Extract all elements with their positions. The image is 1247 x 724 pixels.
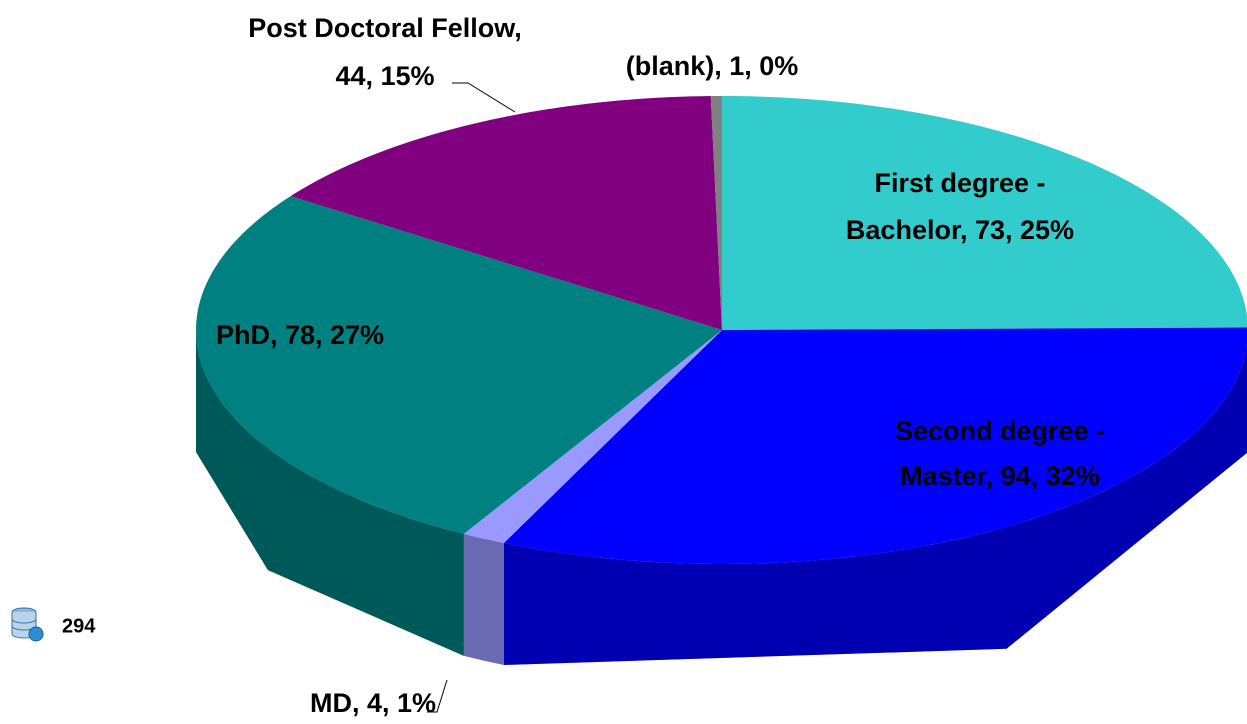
record-icon [11, 607, 44, 642]
pie-side [196, 330, 464, 656]
side-shade [503, 344, 1247, 665]
pie-slice [722, 96, 1247, 330]
data-label: Bachelor, 73, 25% [846, 215, 1074, 245]
data-label: MD, 4, 1% [310, 688, 436, 718]
data-label: Master, 94, 32% [900, 461, 1100, 491]
data-label: 44, 15% [335, 61, 434, 91]
leader-line [452, 82, 516, 113]
side-shade [196, 330, 464, 656]
pie-slice [196, 196, 722, 534]
pie-side [503, 344, 1247, 665]
pie-side [463, 533, 504, 665]
pie-slice [503, 327, 1247, 564]
side-shade [463, 533, 504, 665]
total-count: 294 [62, 615, 96, 637]
pie-slice [463, 330, 722, 543]
side-walls [196, 330, 1247, 665]
pie-slice [290, 96, 722, 330]
top-faces [196, 96, 1247, 564]
data-label: (blank), 1, 0% [626, 51, 799, 81]
leader-line [427, 679, 448, 713]
pie-slice [710, 96, 722, 330]
data-label: Post Doctoral Fellow, [248, 13, 522, 43]
data-label: PhD, 78, 27% [216, 320, 384, 350]
data-label: First degree - [874, 168, 1045, 198]
data-label: Second degree - [895, 416, 1105, 446]
